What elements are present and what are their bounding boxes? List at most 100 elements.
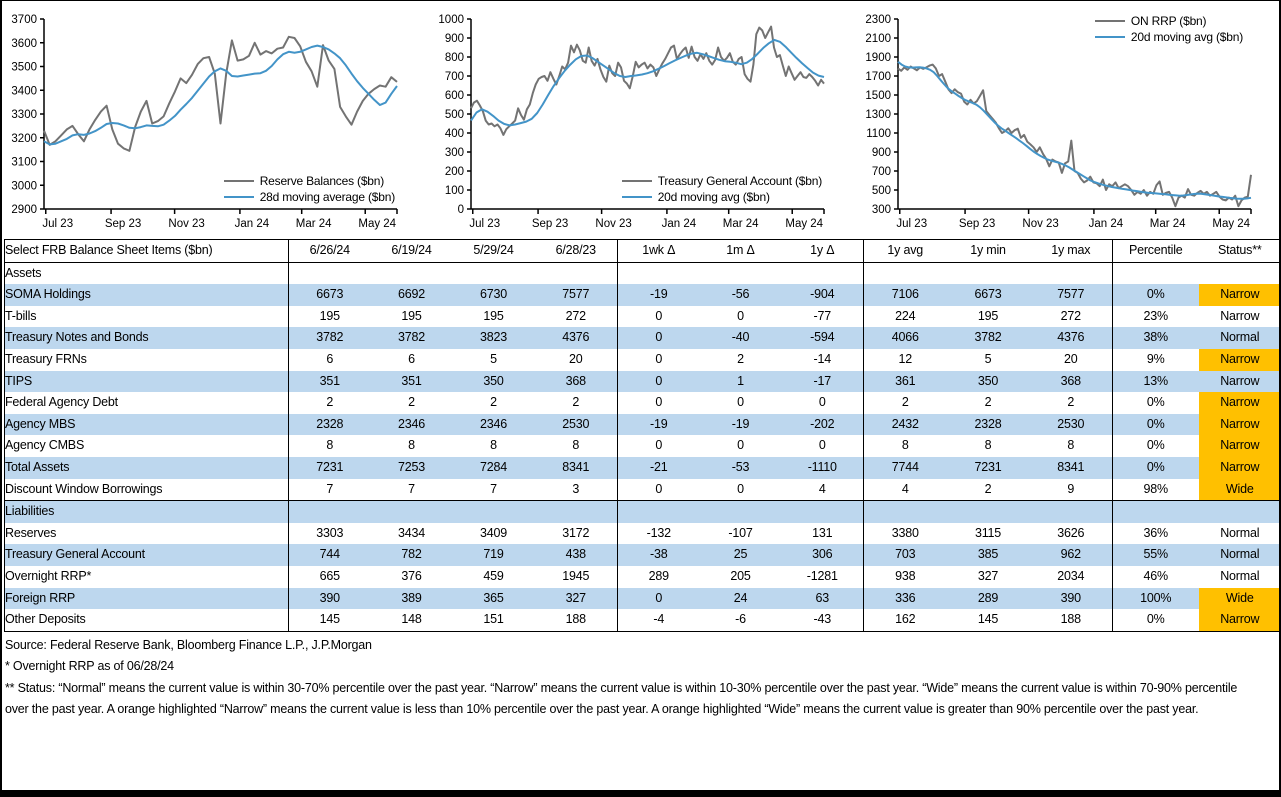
legend-item: 28d moving average ($bn) (223, 189, 395, 205)
value-cell (371, 262, 453, 284)
value-cell: 2 (737, 351, 744, 366)
row-label: Foreign RRP (5, 590, 76, 605)
value-cell: 2 (288, 392, 371, 414)
value-cell: -132 (617, 522, 700, 545)
status-cell: Normal (1220, 547, 1260, 562)
balance-sheet-table: Select FRB Balance Sheet Items ($bn) 6/26… (4, 239, 1280, 632)
svg-text:3200: 3200 (11, 133, 37, 145)
value-cell: -202 (810, 416, 835, 431)
value-cell (947, 262, 1030, 284)
value-cell: 2530 (562, 416, 590, 431)
legend-label: Reserve Balances ($bn) (259, 173, 385, 188)
table-row: Other Deposits 145 148 151 188 -4 -6 -43 162 145 1… (5, 609, 1279, 632)
value-cell (947, 501, 1030, 523)
value-cell: 350 (977, 373, 999, 388)
value-cell: 4066 (863, 327, 947, 349)
value-cell: 8341 (562, 459, 590, 474)
value-cell (700, 501, 782, 523)
value-cell: 8341 (1057, 459, 1085, 474)
value-cell: 390 (288, 587, 371, 610)
status-cell: Narrow (1220, 373, 1260, 388)
value-cell (1112, 500, 1199, 523)
column-header: Status** (1217, 243, 1262, 257)
value-cell: 7577 (1057, 287, 1085, 302)
svg-text:2900: 2900 (11, 204, 37, 216)
svg-text:Mar 24: Mar 24 (296, 218, 332, 230)
treasury-general-account-legend: Treasury General Account ($bn) 20d moving… (621, 173, 822, 205)
svg-text:3700: 3700 (11, 14, 37, 26)
row-label: Other Deposits (5, 612, 86, 627)
value-cell: 36% (1112, 522, 1199, 545)
value-cell: 7231 (288, 456, 371, 479)
value-cell: 2034 (1057, 568, 1085, 583)
status-cell: Narrow (1198, 284, 1279, 306)
value-cell: 7284 (479, 459, 507, 474)
row-label: Federal Agency Debt (5, 395, 118, 410)
value-cell: 351 (401, 373, 422, 388)
row-label: Treasury FRNs (5, 351, 87, 366)
value-cell: 8 (863, 435, 947, 457)
row-label: TIPS (5, 373, 32, 388)
status-cell: Narrow (1198, 435, 1279, 457)
svg-text:300: 300 (445, 147, 464, 159)
value-cell: 0% (1112, 609, 1199, 632)
value-cell: 3380 (863, 522, 947, 545)
table-row: T-bills 195 195 195 272 0 0 -77 224 195 272 23% Narr… (5, 305, 1280, 328)
value-cell: 2 (863, 392, 947, 414)
legend-swatch (621, 195, 652, 199)
value-cell: 289 (617, 565, 700, 588)
value-cell: 2 (490, 395, 497, 410)
value-cell: 5 (984, 351, 992, 366)
on-rrp-chart: 300 500 700 900 1100 1300 1500 1700 1900 2100 2300… (856, 7, 1279, 237)
value-cell: -14 (813, 351, 832, 366)
legend-swatch (621, 179, 652, 183)
column-header: Select FRB Balance Sheet Items ($bn) (5, 243, 213, 257)
value-cell: 3434 (397, 525, 425, 540)
value-cell: 376 (401, 568, 422, 583)
svg-text:900: 900 (872, 147, 891, 159)
status-cell: Wide (1198, 478, 1279, 501)
value-cell: 2 (572, 395, 580, 410)
value-cell: 151 (483, 612, 504, 627)
table-row: Federal Agency Debt 2 2 2 2 0 0 0 2 2 2 0% Narrow (5, 392, 1279, 414)
value-cell: 8 (408, 438, 415, 453)
value-cell: 4376 (1057, 330, 1085, 345)
legend-swatch (1094, 35, 1125, 39)
value-cell: 327 (565, 590, 586, 605)
value-cell: 162 (863, 609, 947, 632)
value-cell: -19 (731, 416, 750, 431)
value-cell: 145 (977, 612, 999, 627)
row-label: Reserves (5, 525, 57, 540)
svg-text:100: 100 (445, 185, 464, 197)
value-cell: 368 (1060, 373, 1081, 388)
column-header: 6/26/24 (288, 239, 371, 263)
on-rrp-chart-plot: 300 500 700 900 1100 1300 1500 1700 1900 2100 2300… (865, 14, 1252, 230)
status-cell: Narrow (1220, 308, 1260, 323)
svg-text:Mar 24: Mar 24 (1150, 218, 1186, 230)
value-cell: 0 (818, 395, 826, 410)
value-cell: 20 (568, 351, 583, 366)
value-cell: 205 (730, 568, 751, 583)
value-cell: 7106 (863, 284, 947, 306)
value-cell: -904 (810, 287, 835, 302)
row-label: Agency CMBS (5, 438, 85, 453)
svg-text:700: 700 (445, 71, 464, 83)
value-cell: -107 (728, 525, 753, 540)
row-label: T-bills (5, 308, 37, 323)
value-cell: 25 (733, 547, 748, 562)
svg-text:3300: 3300 (11, 109, 37, 121)
value-cell: 0% (1112, 284, 1199, 306)
source-note: Source: Federal Reserve Bank, Bloomberg … (5, 637, 372, 652)
svg-text:Sep 23: Sep 23 (532, 218, 568, 230)
value-cell: 6673 (974, 287, 1002, 302)
row-label: Discount Window Borrowings (5, 481, 163, 496)
column-header: 1y max (1051, 243, 1091, 257)
value-cell: 2 (984, 481, 992, 496)
value-cell: 8 (984, 438, 992, 453)
value-cell: 719 (483, 547, 504, 562)
table-row: Foreign RRP 390 389 365 327 0 24 63 336 289 390 100… (4, 587, 1279, 610)
value-cell: 24 (733, 590, 748, 605)
value-cell: 3782 (974, 330, 1002, 345)
svg-text:Nov 23: Nov 23 (1022, 218, 1058, 230)
value-cell: 20 (1063, 351, 1078, 366)
